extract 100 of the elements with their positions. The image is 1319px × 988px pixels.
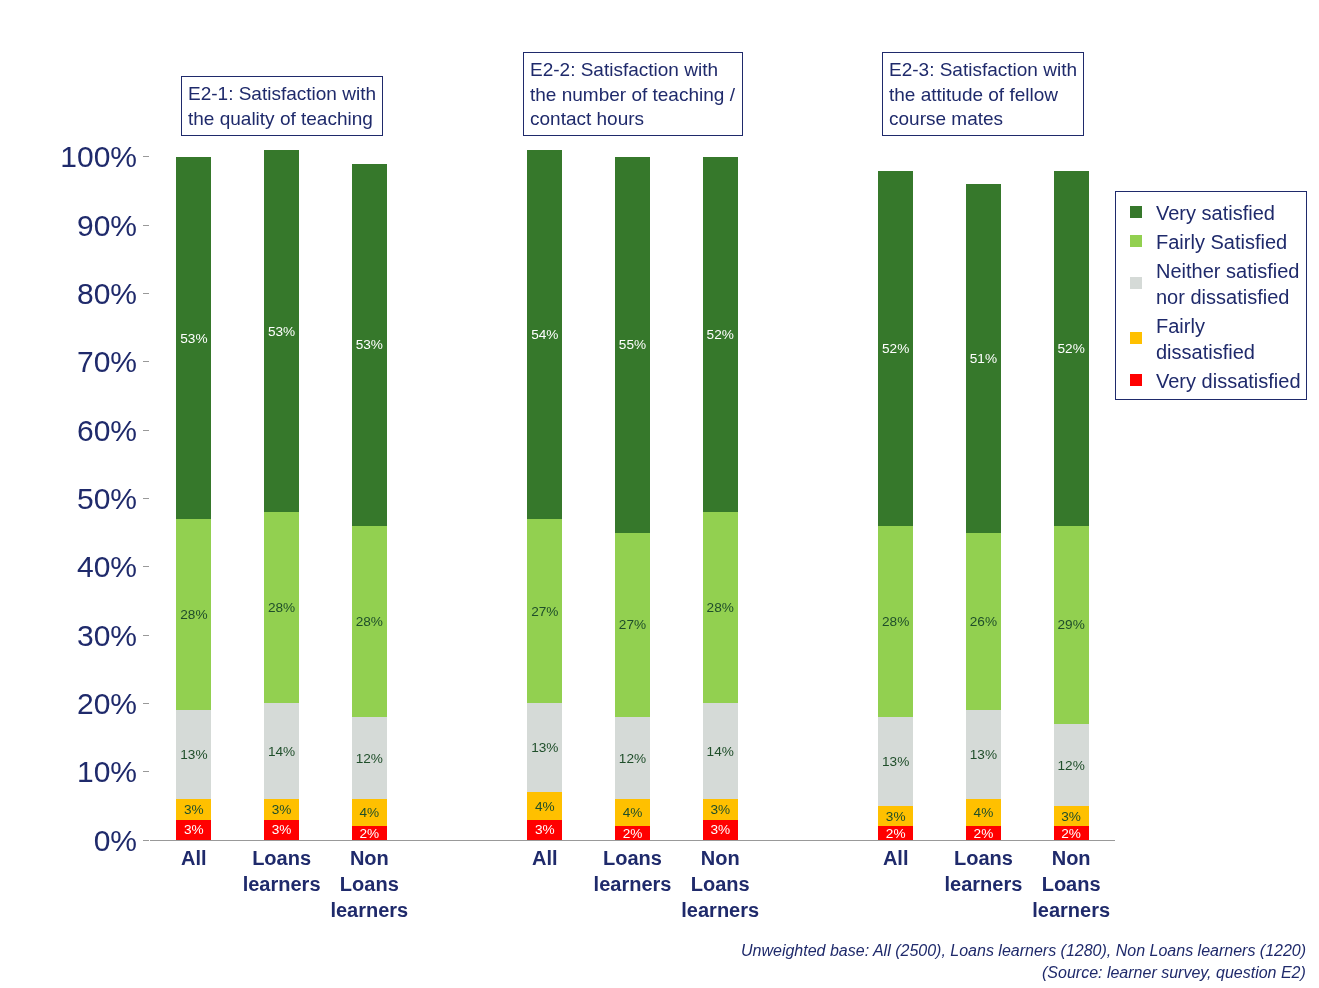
data-label: 13%	[882, 754, 910, 770]
text: Unweighted base: All (2500), Loans learners (1280), Non Loans learners (1220)	[741, 942, 1307, 959]
x-tick-label: All	[531, 847, 558, 869]
data-label: 3%	[710, 822, 731, 838]
data-label: 52%	[882, 340, 910, 356]
bar	[965, 710, 1001, 800]
legend-label: Fairly dissatisfied	[1156, 314, 1255, 363]
data-label: 12%	[1057, 757, 1085, 773]
data-label: 2%	[359, 825, 380, 841]
y-tick-label: 70%	[76, 345, 137, 379]
y-tick-label: 100%	[60, 140, 137, 174]
x-tick-label: Loans learners	[242, 847, 321, 895]
data-label: 12%	[618, 750, 647, 766]
x-tick-label: Loans learners	[593, 847, 672, 895]
data-label: 53%	[180, 330, 208, 346]
legend-label: Neither satisfied nor dissatisfied	[1156, 259, 1300, 308]
data-label: 13%	[180, 747, 208, 763]
data-label: 52%	[706, 327, 734, 343]
bar	[351, 163, 387, 526]
y-tick-label: 0%	[93, 823, 137, 857]
bar	[351, 525, 387, 718]
legend-label: Very dissatisfied	[1156, 369, 1301, 392]
bar	[527, 518, 563, 704]
data-label: 28%	[267, 600, 296, 616]
data-label: 2%	[1061, 825, 1081, 841]
bar	[878, 525, 914, 718]
bar	[1053, 170, 1089, 526]
data-label: 28%	[706, 600, 734, 616]
bar	[527, 792, 563, 820]
data-label: 3%	[271, 822, 292, 838]
x-tick-label: Non Loans learners	[681, 847, 760, 921]
y-tick-label: 90%	[76, 208, 137, 242]
data-label: 55%	[618, 337, 647, 353]
y-tick-label: 20%	[76, 686, 137, 720]
bar	[614, 156, 651, 533]
legend-label: Fairly Satisfied	[1156, 230, 1288, 253]
data-label: 27%	[618, 617, 647, 633]
data-label: 13%	[531, 740, 559, 756]
legend-label: Very satisfied	[1156, 201, 1275, 224]
data-label: 2%	[622, 825, 643, 841]
y-tick-label: 30%	[76, 618, 137, 652]
data-label: 53%	[267, 323, 296, 339]
x-tick-label: Loans learners	[944, 847, 1023, 895]
y-tick-label: 60%	[76, 413, 137, 447]
y-tick-label: 80%	[76, 276, 137, 310]
bar	[614, 532, 651, 718]
data-label: 3%	[710, 801, 731, 817]
bar	[614, 717, 651, 800]
bar	[702, 512, 738, 704]
data-label: 3%	[184, 822, 204, 838]
data-label: 3%	[1061, 808, 1081, 824]
bar	[176, 710, 212, 800]
y-tick-label: 50%	[76, 481, 137, 515]
bar	[264, 512, 300, 704]
bar	[1053, 525, 1089, 724]
bar	[965, 184, 1001, 533]
text: E2-3: Satisfaction with the attitude of fellow course mates	[889, 59, 1077, 130]
data-label: 4%	[359, 805, 380, 821]
bar	[264, 150, 300, 513]
data-label: 13%	[969, 747, 998, 763]
text: E2-1: Satisfaction with the quality of teaching	[188, 83, 376, 129]
bar	[527, 703, 563, 793]
data-label: 3%	[184, 801, 204, 817]
bar	[702, 156, 738, 513]
data-label: 4%	[534, 798, 555, 814]
x-tick-label: Non Loans learners	[1032, 847, 1111, 921]
data-label: 14%	[706, 743, 734, 759]
y-tick-label: 10%	[76, 755, 137, 789]
data-label: 29%	[1057, 617, 1085, 633]
data-label: 12%	[355, 750, 383, 766]
data-label: 28%	[180, 607, 208, 623]
x-tick-label: All	[882, 847, 909, 869]
bar	[878, 717, 914, 806]
data-label: 28%	[882, 614, 910, 630]
bar	[965, 532, 1001, 711]
text: E2-2: Satisfaction with the number of teaching / contact hours	[530, 59, 736, 130]
bar	[351, 717, 387, 800]
data-label: 4%	[973, 805, 994, 821]
data-label: 4%	[622, 805, 643, 821]
bar	[527, 150, 563, 519]
data-label: 14%	[267, 743, 296, 759]
data-label: 2%	[885, 825, 906, 841]
data-label: 26%	[969, 614, 998, 630]
bar	[176, 156, 212, 519]
bar	[1053, 723, 1089, 806]
text: (Source: learner survey, question E2)	[1042, 964, 1306, 981]
data-label: 51%	[969, 351, 998, 367]
data-label: 2%	[973, 825, 994, 841]
data-label: 27%	[531, 603, 559, 619]
data-label: 3%	[271, 801, 292, 817]
data-label: 52%	[1057, 340, 1085, 356]
bar	[878, 170, 914, 526]
y-tick-label: 40%	[76, 550, 137, 584]
data-label: 28%	[355, 614, 383, 630]
data-label: 53%	[355, 337, 383, 353]
bar	[176, 518, 212, 711]
x-tick-label: Non Loans learners	[330, 847, 409, 921]
bar	[264, 703, 300, 800]
data-label: 54%	[531, 327, 559, 343]
x-tick-label: All	[181, 847, 207, 869]
